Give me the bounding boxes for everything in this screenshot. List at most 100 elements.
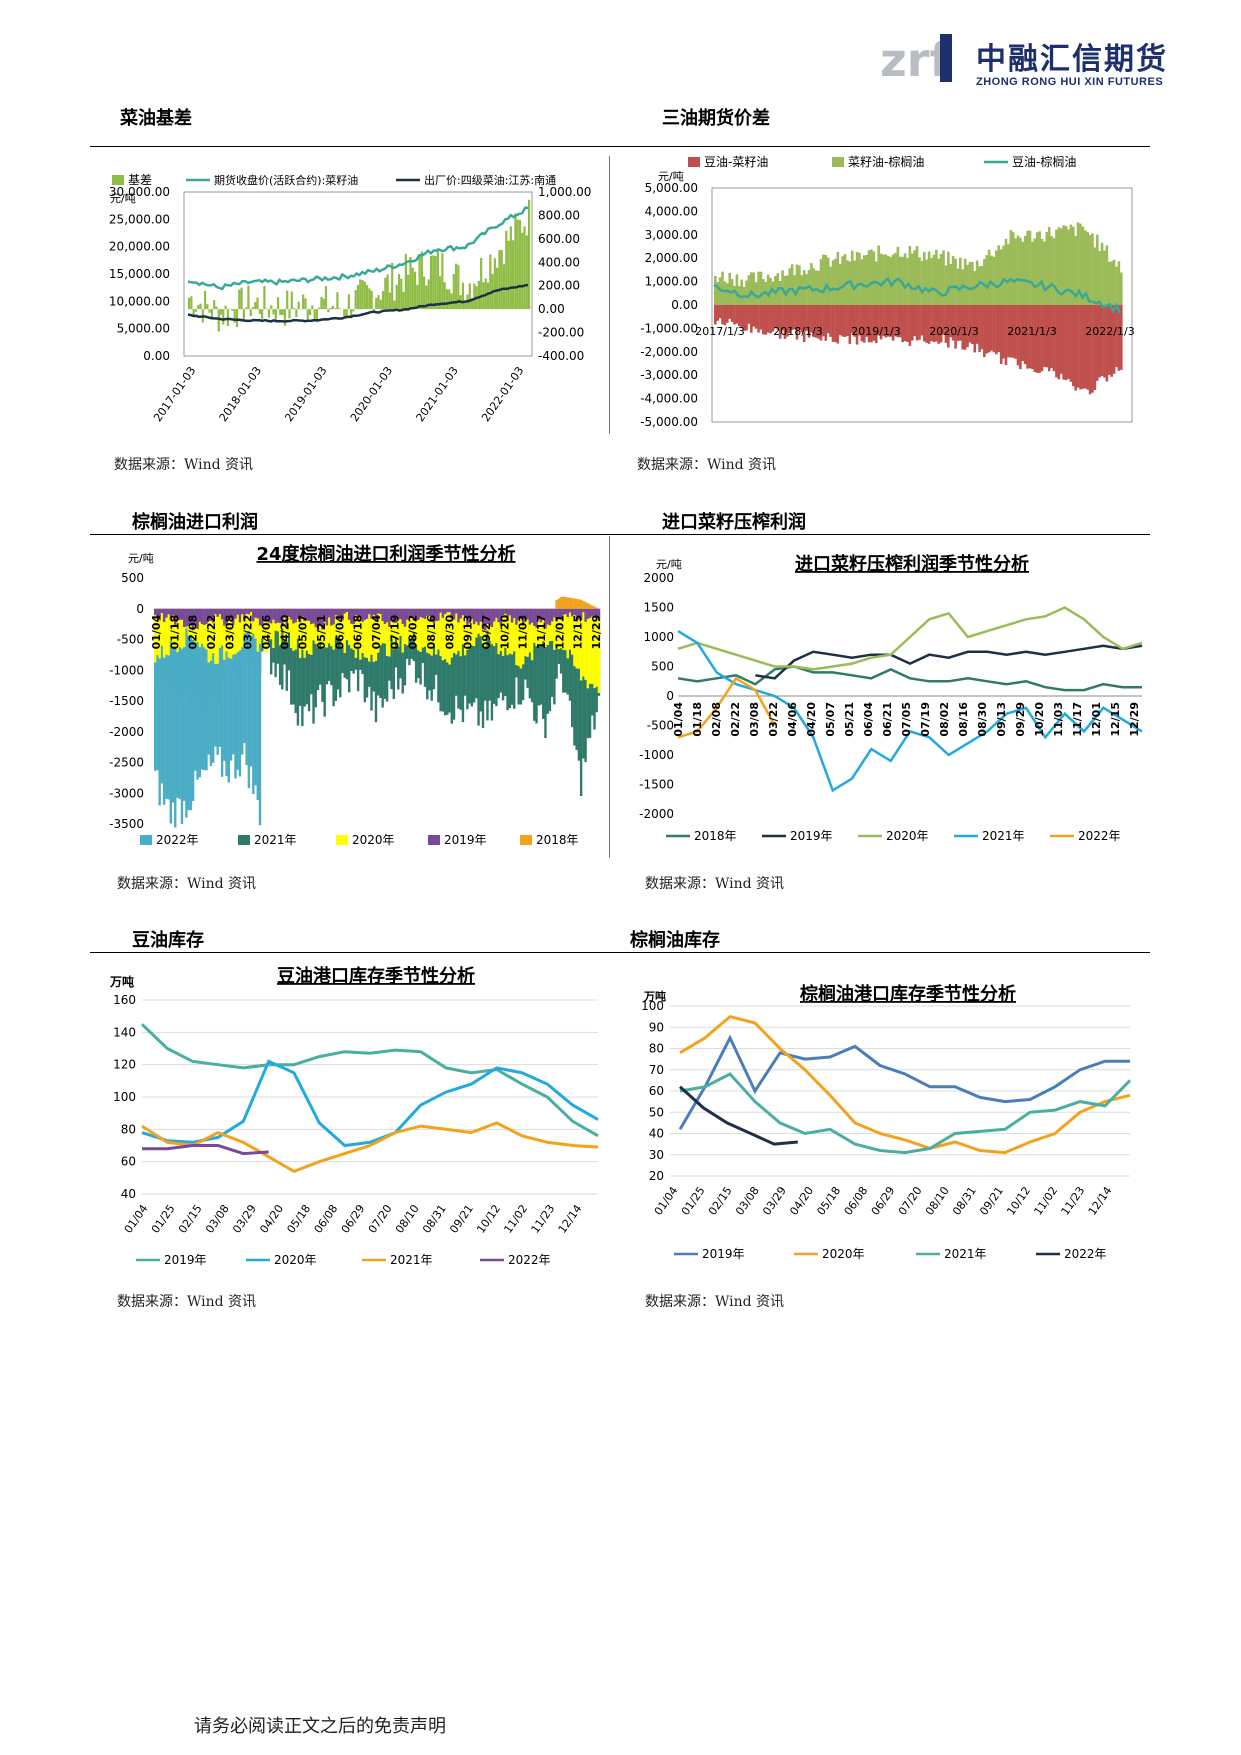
soy-rapeseed-bar <box>935 305 938 342</box>
y-tick-right: 600.00 <box>538 232 580 246</box>
bar-2019 <box>457 608 460 623</box>
soy-rapeseed-bar <box>1040 305 1044 372</box>
bar-2020 <box>156 608 159 656</box>
y-tick-left: 30,000.00 <box>109 185 170 199</box>
soy-rapeseed-bar <box>723 305 727 326</box>
rapeseed-palm-bar <box>1081 226 1085 305</box>
bar-2020 <box>542 608 545 642</box>
basis-bar <box>473 283 476 310</box>
bar-2021 <box>381 608 384 708</box>
basis-bar <box>386 274 389 310</box>
basis-bar <box>224 305 227 310</box>
bar-2020 <box>298 608 302 659</box>
y-tick: 1500 <box>643 601 674 615</box>
soy-rapeseed-bar <box>870 305 873 343</box>
bar-2021 <box>470 608 474 707</box>
bar-2019 <box>530 608 534 623</box>
bar-2020 <box>475 608 478 638</box>
bar-2022 <box>154 608 157 771</box>
bar-2021 <box>374 608 378 723</box>
rapeseed-palm-bar <box>1059 228 1063 305</box>
bar-2019 <box>305 608 309 621</box>
rapeseed-palm-bar <box>771 281 775 305</box>
rapeseed-palm-bar <box>733 285 736 305</box>
rapeseed-palm-bar <box>1026 230 1029 305</box>
bar-2019 <box>486 608 489 624</box>
bar-2020 <box>501 608 505 656</box>
rapeseed-palm-bar <box>1083 230 1087 305</box>
rapeseed-palm-bar <box>891 254 895 305</box>
bar-2020 <box>234 608 237 655</box>
basis-bar <box>231 309 234 311</box>
soy-rapeseed-bar <box>927 305 931 344</box>
bar-2019 <box>198 608 201 622</box>
rapeseed-palm-bar <box>923 251 926 305</box>
basis-bar <box>461 282 465 310</box>
soy-rapeseed-bar <box>834 305 837 343</box>
bar-2021 <box>452 608 456 720</box>
legend-rapeseed-palm: 菜籽油-棕榈油 <box>848 154 924 169</box>
x-tick: 2022/1/3 <box>1085 325 1134 338</box>
bar-2022 <box>178 608 181 800</box>
x-tick: 09/29 <box>1014 702 1027 737</box>
bar-2019 <box>285 608 288 626</box>
line-2020年 <box>679 1014 1131 1155</box>
basis-bar <box>368 288 371 310</box>
bar-2022 <box>200 608 204 770</box>
soy-rapeseed-bar <box>1033 305 1037 372</box>
y-tick-right: -400.00 <box>538 349 584 363</box>
bar-2020 <box>229 608 233 659</box>
bar-2019 <box>236 608 239 615</box>
bar-2019 <box>281 608 284 627</box>
rapeseed-palm-bar <box>1088 235 1092 305</box>
bar-2019 <box>310 608 313 625</box>
bar-2020 <box>428 608 431 654</box>
bar-2019 <box>227 608 230 620</box>
x-tick: 02/22 <box>729 702 742 737</box>
bar-2021 <box>412 608 416 662</box>
basis-bar <box>233 309 236 323</box>
rapeseed-palm-bar <box>800 275 804 305</box>
x-tick: 07/20 <box>896 1184 925 1217</box>
y-tick: 70 <box>649 1063 664 1077</box>
basis-bar <box>206 304 209 310</box>
bar-2019 <box>381 608 384 621</box>
bar-2020 <box>283 608 286 640</box>
bar-2022 <box>220 608 224 777</box>
rapeseed-palm-bar <box>728 272 732 305</box>
y-tick: 60 <box>121 1155 136 1169</box>
rapeseed-palm-bar <box>1105 245 1109 305</box>
rapeseed-palm-bar <box>997 245 1001 305</box>
rapeseed-palm-bar <box>819 259 823 305</box>
rapeseed-palm-bar <box>788 268 792 305</box>
soy-rapeseed-bar <box>819 305 823 341</box>
bar-2020 <box>267 608 271 639</box>
bar-2021 <box>461 608 465 723</box>
bar-2021 <box>544 608 547 739</box>
soyoil-port-stock-chart: 豆油港口库存季节性分析 万吨 160 140 120 100 80 60 4001/0401/2… <box>109 965 599 1267</box>
bar-2019 <box>510 608 514 623</box>
x-tick: 05/21 <box>843 702 856 737</box>
basis-bar <box>384 277 387 310</box>
bar-2021 <box>486 608 489 721</box>
basis-bar <box>505 230 508 310</box>
chart-title: 24度棕榈油进口利润季节性分析 <box>256 543 515 565</box>
bar-2019 <box>211 608 215 623</box>
x-tick: 03/08 <box>223 615 236 650</box>
bar-2020 <box>370 608 373 655</box>
bar-2021 <box>287 608 291 671</box>
basis-bar <box>295 309 298 318</box>
basis-bar <box>477 280 480 310</box>
bar-2019 <box>361 608 364 622</box>
legend-2020年: 2020年 <box>274 1253 317 1267</box>
x-tick: 03/08 <box>203 1202 232 1235</box>
bar-2020 <box>423 608 427 647</box>
basis-bar <box>354 289 357 310</box>
bar-2019 <box>397 608 400 620</box>
rapeseed-palm-bar <box>1035 232 1039 305</box>
bar-2022 <box>187 608 190 811</box>
bar-2019 <box>269 608 273 624</box>
x-tick: 04/20 <box>805 702 818 737</box>
bar-2021 <box>437 608 440 703</box>
bar-2020 <box>238 608 242 651</box>
